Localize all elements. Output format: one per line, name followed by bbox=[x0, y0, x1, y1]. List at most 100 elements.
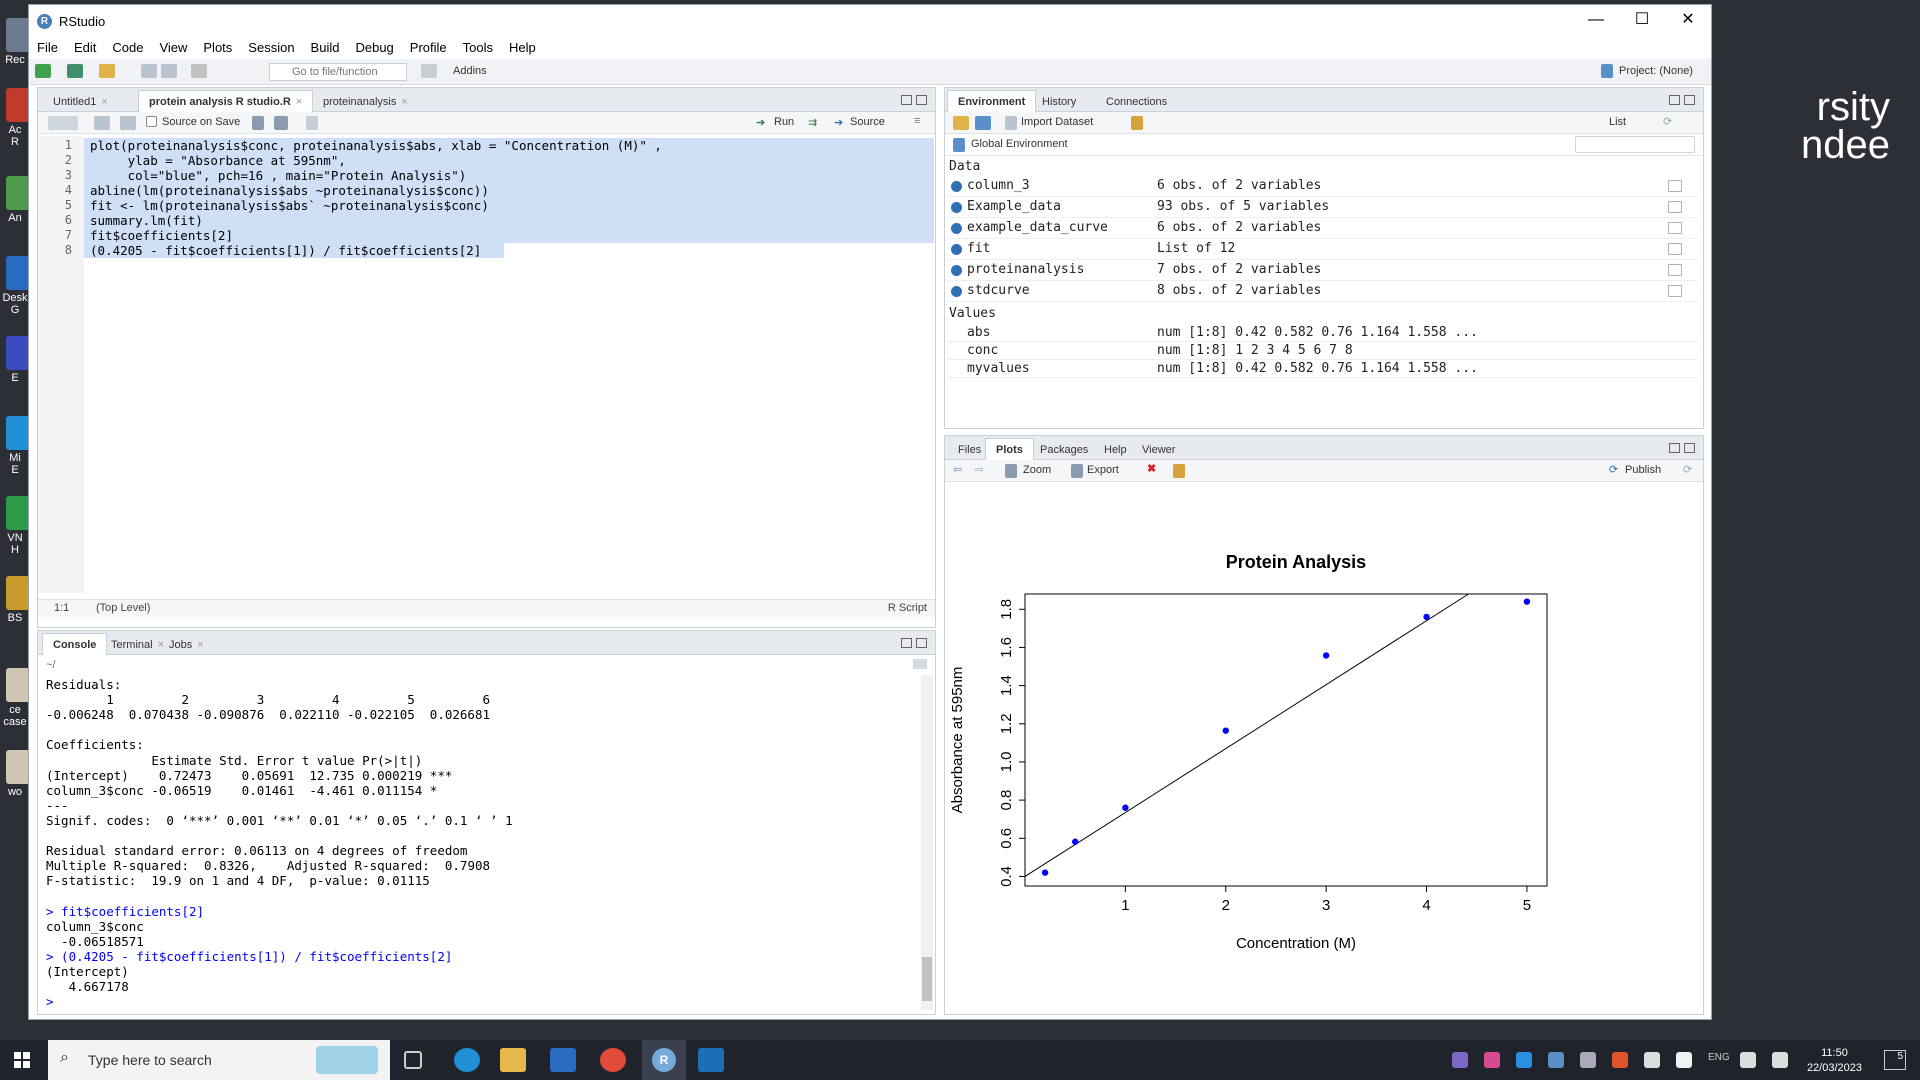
tab-connections[interactable]: Connections bbox=[1095, 90, 1178, 112]
menu-help[interactable]: Help bbox=[509, 40, 536, 55]
app-tray-icon-2[interactable] bbox=[1644, 1052, 1660, 1068]
env-data-row[interactable]: proteinanalysis 7 obs. of 2 variables bbox=[947, 260, 1698, 281]
addins-menu[interactable]: Addins bbox=[453, 65, 487, 77]
expand-icon[interactable] bbox=[951, 265, 962, 276]
menu-code[interactable]: Code bbox=[112, 40, 144, 55]
display-tray-icon[interactable] bbox=[1740, 1052, 1756, 1068]
code-tools-wand-icon[interactable] bbox=[274, 116, 288, 130]
close-tab-icon[interactable]: × bbox=[157, 639, 165, 651]
tab-terminal[interactable]: Terminal × bbox=[100, 633, 175, 655]
close-tab-icon[interactable]: × bbox=[197, 639, 204, 651]
expand-icon[interactable] bbox=[951, 181, 962, 192]
menu-build[interactable]: Build bbox=[310, 40, 340, 55]
minimize-button[interactable]: — bbox=[1588, 11, 1604, 28]
desktop-shortcut-icon[interactable] bbox=[6, 88, 30, 122]
expand-icon[interactable] bbox=[951, 223, 962, 234]
new-file-icon[interactable] bbox=[35, 64, 51, 78]
view-table-icon[interactable] bbox=[1668, 264, 1682, 276]
file-explorer-icon[interactable] bbox=[500, 1048, 526, 1072]
menu-tools[interactable]: Tools bbox=[462, 40, 493, 55]
tab-files[interactable]: Files bbox=[947, 438, 992, 460]
save-workspace-icon[interactable] bbox=[975, 116, 991, 130]
drive-tray-icon[interactable] bbox=[1580, 1052, 1596, 1068]
tab-console[interactable]: Console bbox=[42, 633, 108, 655]
code-line[interactable]: (0.4205 - fit$coefficients[1]) / fit$coe… bbox=[90, 243, 482, 258]
photos-icon[interactable] bbox=[698, 1048, 724, 1072]
list-mode-button[interactable]: List bbox=[1609, 116, 1627, 128]
teams-tray-icon[interactable] bbox=[1452, 1052, 1468, 1068]
menu-plots[interactable]: Plots bbox=[203, 40, 233, 55]
env-data-row[interactable]: Example_data 93 obs. of 5 variables bbox=[947, 197, 1698, 218]
expand-icon[interactable] bbox=[951, 286, 962, 297]
code-line[interactable]: abline(lm(proteinanalysis$abs ~proteinan… bbox=[90, 183, 489, 198]
chrome-icon[interactable] bbox=[600, 1048, 626, 1072]
network-tray-icon[interactable] bbox=[1676, 1052, 1692, 1068]
view-table-icon[interactable] bbox=[1668, 285, 1682, 297]
clear-console-icon[interactable] bbox=[913, 659, 927, 669]
tab-history[interactable]: History bbox=[1031, 90, 1087, 112]
compile-report-icon[interactable] bbox=[306, 116, 318, 130]
tab-plots[interactable]: Plots bbox=[985, 438, 1034, 460]
tab-untitled1[interactable]: Untitled1 × bbox=[42, 90, 119, 112]
menu-view[interactable]: View bbox=[159, 40, 188, 55]
close-tab-icon[interactable]: × bbox=[295, 96, 303, 108]
taskbar-search-box[interactable]: ⌕ Type here to search bbox=[48, 1040, 390, 1080]
expand-icon[interactable] bbox=[951, 244, 962, 255]
publish-button[interactable]: Publish bbox=[1625, 464, 1662, 476]
refresh-icon[interactable]: ⟳ bbox=[1663, 116, 1673, 128]
project-menu[interactable]: Project: (None) bbox=[1619, 65, 1693, 77]
env-data-row[interactable]: stdcurve 8 obs. of 2 variables bbox=[947, 281, 1698, 302]
file-type[interactable]: R Script bbox=[887, 602, 927, 614]
onedrive-tray-icon-2[interactable] bbox=[1548, 1052, 1564, 1068]
desktop-shortcut-icon[interactable] bbox=[6, 416, 30, 450]
go-to-file-input[interactable]: Go to file/function bbox=[269, 63, 407, 81]
scope-selector[interactable]: Global Environment bbox=[971, 138, 1068, 150]
menu-file[interactable]: File bbox=[37, 40, 58, 55]
zoom-button[interactable]: Zoom bbox=[1023, 464, 1052, 476]
back-forward-icon[interactable] bbox=[48, 116, 78, 130]
clear-plots-broom-icon[interactable] bbox=[1173, 464, 1185, 478]
desktop-shortcut-icon[interactable] bbox=[6, 256, 30, 290]
onedrive-tray-icon[interactable] bbox=[1516, 1052, 1532, 1068]
code-line[interactable]: plot(proteinanalysis$conc, proteinanalys… bbox=[90, 138, 662, 153]
save-all-icon[interactable] bbox=[161, 64, 177, 78]
desktop-shortcut-icon[interactable] bbox=[6, 336, 30, 370]
source-button[interactable]: Source bbox=[850, 116, 885, 128]
show-in-window-icon[interactable] bbox=[94, 116, 110, 130]
tab-environment[interactable]: Environment bbox=[947, 90, 1037, 112]
scope-indicator[interactable]: (Top Level) bbox=[96, 602, 151, 614]
tab-help[interactable]: Help bbox=[1093, 438, 1138, 460]
code-line[interactable]: fit$coefficients[2] bbox=[90, 228, 233, 243]
close-button[interactable]: ✕ bbox=[1681, 11, 1695, 28]
print-icon[interactable] bbox=[191, 64, 207, 78]
desktop-shortcut-icon[interactable] bbox=[6, 496, 30, 530]
next-plot-icon[interactable]: ⇨ bbox=[975, 464, 985, 476]
rerun-icon[interactable]: ⇉ bbox=[808, 117, 818, 129]
source-on-save-checkbox[interactable] bbox=[146, 116, 157, 127]
broom-icon[interactable] bbox=[1131, 116, 1143, 130]
outline-icon[interactable]: ≡ bbox=[914, 115, 921, 127]
tab-protein-analysis-r-studio-r[interactable]: protein analysis R studio.R × bbox=[138, 90, 314, 112]
search-icon[interactable] bbox=[252, 116, 264, 130]
inspect-icon[interactable] bbox=[1668, 243, 1682, 255]
security-tray-icon[interactable] bbox=[1612, 1052, 1628, 1068]
env-data-row[interactable]: column_3 6 obs. of 2 variables bbox=[947, 176, 1698, 197]
menu-session[interactable]: Session bbox=[248, 40, 295, 55]
tab-proteinanalysis[interactable]: proteinanalysis × bbox=[312, 90, 419, 112]
view-table-icon[interactable] bbox=[1668, 222, 1682, 234]
console-scrollbar[interactable] bbox=[921, 675, 933, 1010]
close-tab-icon[interactable]: × bbox=[401, 96, 408, 108]
menu-profile[interactable]: Profile bbox=[409, 40, 447, 55]
console-scrollbar-thumb[interactable] bbox=[922, 957, 932, 1001]
env-value-row[interactable]: myvalues num [1:8] 0.42 0.582 0.76 1.164 … bbox=[947, 360, 1698, 378]
new-project-icon[interactable] bbox=[67, 64, 83, 78]
maximize-button[interactable]: ☐ bbox=[1634, 11, 1650, 28]
app-tray-icon[interactable] bbox=[1484, 1052, 1500, 1068]
pane-minmax[interactable] bbox=[1665, 442, 1697, 454]
rstudio-taskbar-active[interactable]: R bbox=[642, 1040, 686, 1080]
store-icon[interactable] bbox=[550, 1048, 576, 1072]
load-workspace-icon[interactable] bbox=[953, 116, 969, 130]
env-search-input[interactable] bbox=[1575, 136, 1695, 153]
volume-muted-icon[interactable] bbox=[1772, 1052, 1788, 1068]
desktop-shortcut-icon[interactable] bbox=[6, 576, 30, 610]
